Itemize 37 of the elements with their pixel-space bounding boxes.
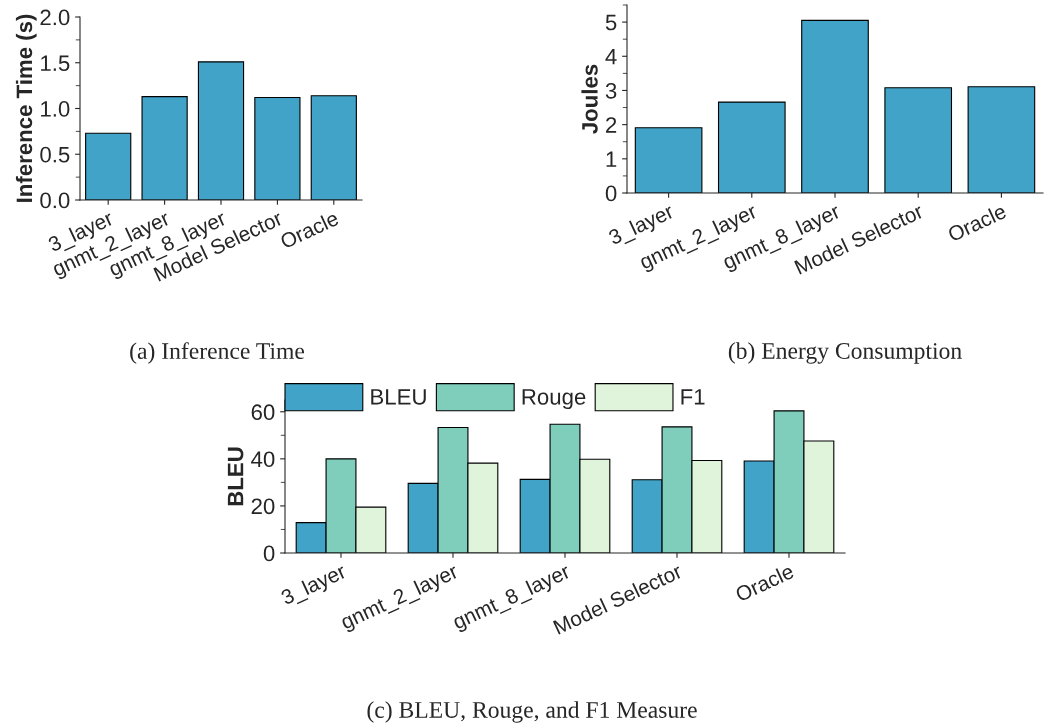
y-tick-label: 20 — [251, 498, 275, 515]
legend-label: BLEU — [371, 389, 426, 405]
y-axis-title: Inference Time (s) — [15, 14, 37, 202]
bar — [801, 19, 869, 193]
bar — [717, 101, 786, 193]
text: (a) Inference Time — [130, 342, 305, 364]
y-tick-label: 1 — [606, 151, 617, 167]
bar — [634, 127, 703, 193]
text: (b) Energy Consumption — [728, 342, 962, 364]
bar — [310, 95, 357, 200]
y-tick-label: 0.0 — [40, 192, 70, 209]
legend-label: Rouge — [522, 389, 586, 410]
x-tick-label: Oracle — [279, 210, 340, 250]
y-tick-label: 1.0 — [41, 101, 70, 117]
y-tick-label: 0.5 — [40, 146, 70, 163]
y-tick-label: 4 — [605, 49, 617, 65]
y-tick-label: 0 — [605, 185, 617, 202]
y-tick-label: 0 — [263, 545, 275, 562]
y-tick-label: 40 — [251, 451, 275, 468]
bar — [85, 132, 132, 200]
y-tick-label: 60 — [251, 404, 275, 421]
y-tick-label: 2 — [606, 117, 617, 133]
bar — [967, 86, 1036, 193]
text: (c) BLEU, Rouge, and F1 Measure — [367, 701, 697, 723]
bar — [884, 87, 953, 193]
y-tick-label: 3 — [605, 82, 617, 99]
bar — [197, 61, 245, 200]
legend-label: F1 — [681, 389, 705, 405]
bar — [141, 96, 188, 200]
y-tick-label: 1.5 — [41, 55, 70, 72]
bar — [254, 96, 301, 200]
y-axis-title: BLEU — [227, 447, 244, 506]
x-tick-label: Oracle — [946, 203, 1008, 243]
y-tick-label: 2.0 — [40, 9, 70, 26]
y-tick-label: 5 — [605, 14, 617, 31]
x-tick-label: Oracle — [734, 563, 795, 603]
y-axis-title: Joules — [581, 64, 598, 134]
